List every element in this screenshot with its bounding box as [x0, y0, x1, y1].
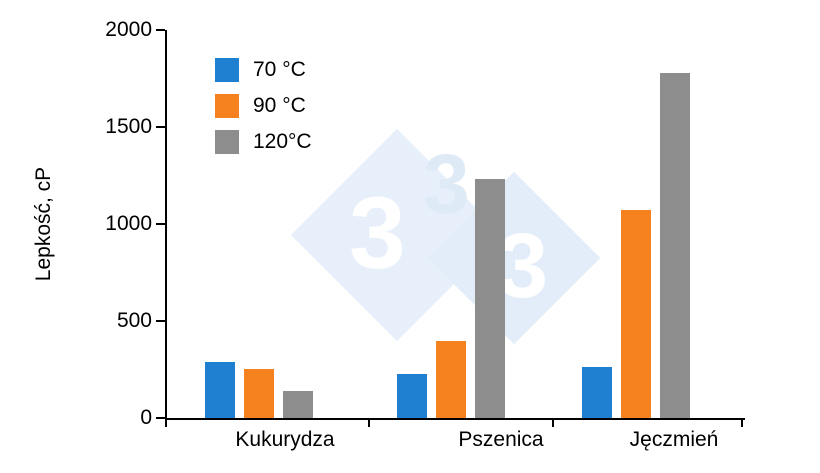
- legend-item-70°C: 70 °C: [215, 58, 312, 82]
- y-tick-mark: [156, 29, 165, 31]
- bar-jęczmień-120°C: [660, 73, 690, 418]
- y-tick-label-2000: 2000: [105, 18, 152, 41]
- legend-swatch-icon: [215, 130, 239, 154]
- bar-pszenica-70°C: [397, 374, 427, 418]
- legend-label: 90 °C: [253, 94, 306, 117]
- legend-label: 70 °C: [253, 58, 306, 81]
- plot-area: 3 3 3 70 °C 90 °C 120°C: [165, 30, 745, 420]
- y-tick-mark: [156, 417, 165, 419]
- chart-legend: 70 °C 90 °C 120°C: [215, 58, 312, 154]
- legend-swatch-icon: [215, 58, 239, 82]
- bar-jęczmień-90°C: [621, 210, 651, 418]
- bar-group-jęczmień: [582, 73, 690, 418]
- bar-pszenica-120°C: [475, 179, 505, 418]
- x-tick-mark: [165, 420, 167, 427]
- bar-group-pszenica: [397, 179, 505, 418]
- x-tick-mark: [741, 420, 743, 427]
- legend-item-90°C: 90 °C: [215, 94, 312, 118]
- bar-kukurydza-120°C: [283, 391, 313, 418]
- y-tick-mark: [156, 320, 165, 322]
- x-tick-mark: [368, 420, 370, 427]
- category-label-kukurydza: Kukurydza: [235, 428, 335, 451]
- y-tick-label-1500: 1500: [105, 115, 152, 138]
- category-label-pszenica: Pszenica: [458, 428, 544, 451]
- bar-jęczmień-70°C: [582, 367, 612, 418]
- legend-item-120°C: 120°C: [215, 130, 312, 154]
- y-tick-label-0: 0: [140, 406, 152, 429]
- y-tick-label-1000: 1000: [105, 212, 152, 235]
- y-tick-label-500: 500: [116, 309, 152, 332]
- bar-group-kukurydza: [205, 362, 313, 418]
- bar-pszenica-90°C: [436, 341, 466, 418]
- bar-kukurydza-70°C: [205, 362, 235, 418]
- legend-swatch-icon: [215, 94, 239, 118]
- y-tick-mark: [156, 223, 165, 225]
- bar-kukurydza-90°C: [244, 369, 274, 418]
- x-tick-mark: [552, 420, 554, 427]
- y-tick-mark: [156, 126, 165, 128]
- category-label-jęczmień: Jęczmień: [629, 428, 719, 451]
- legend-label: 120°C: [253, 130, 312, 153]
